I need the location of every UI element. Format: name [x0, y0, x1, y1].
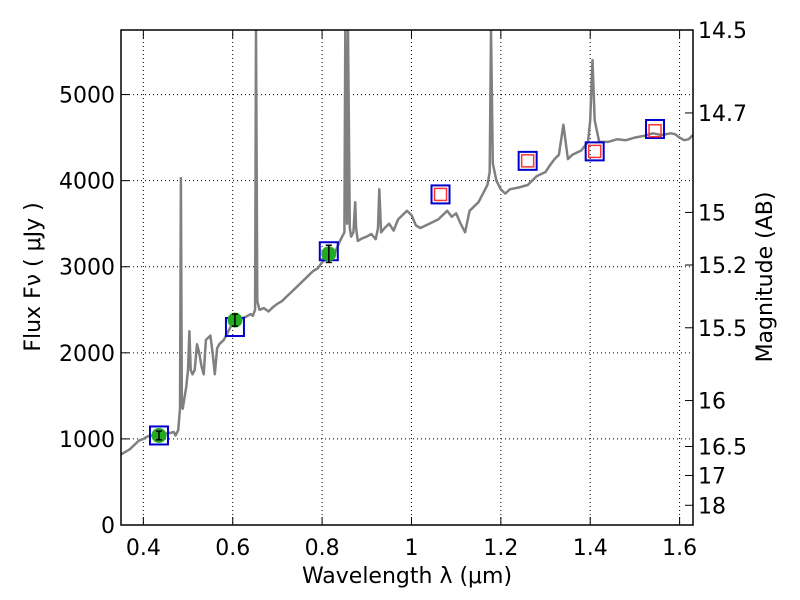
y-tick-label: 4000 [59, 170, 115, 195]
y-tick-label: 2000 [59, 342, 115, 367]
x-tick-label: 1 [404, 536, 418, 561]
x-axis-label: Wavelength λ (μm) [302, 564, 512, 589]
right-tick-label: 15.5 [698, 317, 747, 342]
y-tick-label: 3000 [59, 256, 115, 281]
x-tick-label: 0.8 [305, 536, 340, 561]
data-group [121, 30, 693, 456]
model-point [148, 425, 169, 446]
y-tick-label: 1000 [59, 428, 115, 453]
right-tick-label: 14.5 [698, 19, 747, 44]
observed-nir-point [587, 144, 602, 159]
right-tick-label: 14.7 [698, 102, 747, 127]
grid [121, 30, 693, 526]
spectrum-line [121, 30, 693, 456]
model-point [584, 141, 605, 162]
right-tick-label: 15.2 [698, 254, 747, 279]
plot-area [121, 30, 693, 456]
model-point [517, 150, 538, 171]
observed-nir-point [433, 187, 448, 202]
axis-ticks: 0.4 0.6 0.8 1 1.2 1.4 1.6 0 1000 2000 3000 4000 5000… [59, 19, 747, 561]
y-axis-label: Flux Fν ( μJy ) [21, 202, 46, 351]
right-tick-label: 16.5 [698, 435, 747, 460]
right-tick-label: 18 [698, 494, 726, 519]
x-tick-label: 1.2 [483, 536, 518, 561]
y-axis-right-label: Magnitude (AB) [753, 192, 778, 363]
plot-frame [120, 29, 694, 526]
observed-nir-point [520, 154, 535, 168]
x-tick-label: 0.4 [126, 536, 161, 561]
x-tick-label: 1.4 [573, 536, 608, 561]
model-point [645, 119, 666, 139]
x-tick-label: 0.6 [215, 536, 250, 561]
right-tick-label: 16 [698, 390, 726, 415]
y-tick-label: 5000 [59, 84, 115, 109]
y-tick-label: 0 [101, 514, 115, 539]
right-tick-label: 17 [698, 464, 726, 489]
right-tick-label: 15 [698, 201, 726, 226]
model-point [430, 184, 451, 205]
observed-nir-point [648, 123, 662, 138]
x-tick-label: 1.6 [662, 536, 697, 561]
